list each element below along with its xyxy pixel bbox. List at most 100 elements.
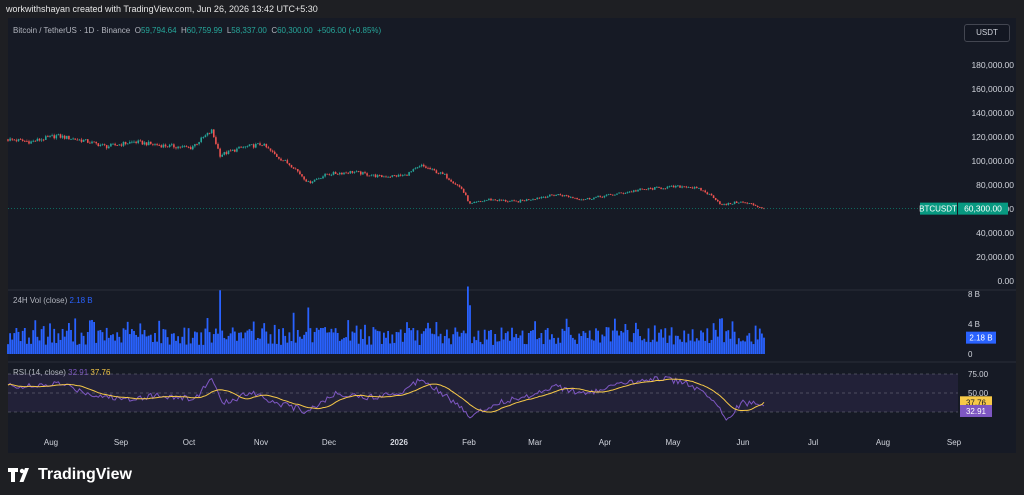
rsi-ma-legend-value: 37.76 (90, 368, 111, 377)
candle-body (72, 138, 74, 140)
candle-body (448, 178, 450, 180)
candle-body (593, 197, 595, 200)
volume-bar (311, 342, 314, 354)
candle-body (597, 195, 599, 198)
volume-bar (364, 324, 366, 354)
candle-body (87, 139, 89, 143)
volume-bar (727, 330, 730, 354)
candle-body (194, 144, 196, 147)
candle-body (171, 144, 173, 146)
candle-body (513, 200, 515, 202)
volume-tick-label: 0 (968, 350, 973, 359)
candle-body (490, 198, 492, 201)
candle-body (250, 144, 253, 146)
candle-body (557, 194, 559, 196)
tradingview-logo[interactable]: TradingView (8, 466, 132, 484)
candle-body (677, 185, 679, 187)
volume-bar (544, 329, 547, 354)
candle-body (551, 194, 553, 196)
volume-bar (733, 331, 736, 354)
volume-bar (240, 332, 242, 354)
candle-body (687, 187, 690, 188)
volume-bar (649, 342, 652, 354)
volume-bar (712, 323, 715, 354)
candle-body (385, 176, 387, 178)
volume-bar (288, 332, 291, 354)
volume-bar (273, 324, 276, 354)
candle-body (479, 201, 482, 203)
candle-body (393, 175, 396, 177)
candle-body (717, 200, 719, 202)
candle-body (168, 144, 171, 147)
volume-bar (408, 328, 410, 354)
candle-body (691, 187, 694, 189)
volume-bar (557, 337, 560, 354)
candle-body (595, 197, 597, 198)
candle-body (670, 185, 673, 187)
candle-body (336, 173, 339, 175)
candle-body (330, 174, 333, 176)
candle-body (458, 185, 461, 187)
volume-bar (471, 343, 473, 354)
candle-body (126, 143, 129, 145)
candle-body (410, 171, 412, 173)
volume-bar (372, 327, 375, 354)
time-tick-label: Feb (462, 438, 476, 447)
candle-body (761, 207, 763, 209)
volume-bar (328, 332, 331, 354)
volume-bar (156, 341, 158, 354)
rsi-ma-line (7, 378, 765, 413)
candle-body (282, 160, 284, 162)
volume-bar (460, 332, 463, 354)
volume-bar (292, 312, 295, 354)
volume-bar (496, 341, 499, 354)
open-value: 59,794.64 (140, 26, 177, 35)
candle-body (609, 194, 612, 196)
chart-panel[interactable] (8, 18, 1016, 453)
currency-selector[interactable]: USDT (964, 24, 1010, 42)
candle-body (292, 167, 295, 169)
volume-bar (70, 330, 72, 354)
candle-body (473, 201, 475, 204)
candle-body (647, 188, 650, 190)
candle-body (530, 199, 532, 201)
price-tick-label: 40,000.00 (976, 228, 1014, 238)
candle-body (47, 136, 49, 138)
candle-body (259, 143, 261, 146)
volume-bar (450, 344, 452, 354)
volume-bar (695, 338, 698, 354)
candle-body (202, 137, 205, 139)
volume-bar (502, 339, 505, 354)
time-tick-label: Apr (599, 438, 612, 447)
volume-bar (250, 330, 253, 354)
volume-bar (290, 341, 293, 354)
candle-body (158, 145, 160, 146)
candle-body (234, 149, 236, 152)
volume-bar (643, 338, 646, 354)
time-tick-label: Aug (876, 438, 890, 447)
candle-body (59, 134, 62, 138)
candle-body (423, 164, 425, 167)
candle-body (618, 192, 620, 194)
candle-body (89, 142, 91, 144)
candle-body (78, 139, 81, 141)
volume-bar (635, 322, 637, 354)
volume-bar (758, 328, 761, 354)
rsi-tick-label: 50.00 (968, 389, 989, 398)
volume-bar (383, 332, 385, 354)
candle-body (672, 185, 675, 188)
candle-body (51, 135, 53, 137)
volume-bar (567, 327, 570, 354)
volume-bar (485, 339, 488, 354)
candle-body (252, 144, 255, 148)
candle-body (364, 172, 366, 174)
candle-body (345, 172, 347, 174)
candle-body (738, 202, 740, 204)
candle-body (534, 199, 536, 200)
volume-bar (143, 329, 146, 354)
candle-body (402, 175, 404, 176)
candle-body (91, 141, 93, 144)
candle-body (414, 168, 417, 170)
volume-bar (107, 337, 110, 354)
volume-bar (204, 328, 207, 354)
